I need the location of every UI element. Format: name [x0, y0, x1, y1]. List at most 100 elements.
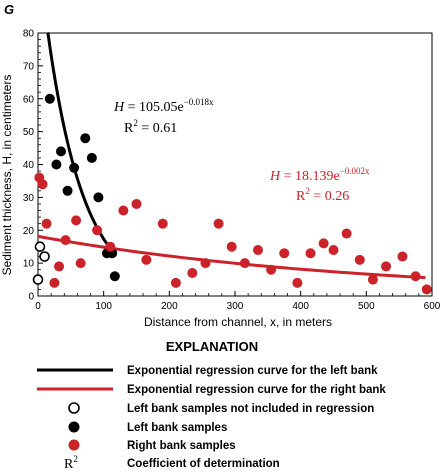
right-bank-point: [49, 277, 60, 288]
y-tick-label: 40: [23, 160, 35, 171]
right-r2: R2 = 0.26: [296, 186, 349, 204]
left-equation: H = 105.05e−0.018x: [113, 97, 214, 115]
regression-curves: [37, 32, 426, 280]
x-axis-label: Distance from channel, x, in meters: [144, 315, 332, 329]
plot-frame: [37, 32, 433, 297]
right-bank-point: [226, 241, 237, 252]
left-eq-exp: −0.018x: [184, 97, 214, 107]
legend-item-left-curve: Exponential regression curve for the lef…: [127, 365, 378, 377]
right-bank-point: [118, 205, 129, 216]
right-eq-rhs: = 18.139e: [280, 169, 340, 184]
y-tick-label: 10: [23, 259, 35, 270]
right-bank-point: [239, 258, 250, 269]
right-r2-value: = 0.26: [310, 189, 349, 204]
right-bank-point: [213, 218, 224, 229]
left-bank-point: [86, 152, 97, 163]
x-tick-label: 100: [95, 301, 112, 312]
left-bank-regression-curve: [46, 32, 117, 256]
legend-item-left-samples: Left bank samples: [127, 422, 227, 434]
right-bank-point: [421, 284, 432, 295]
right-bank-point: [141, 254, 152, 265]
right-bank-point: [131, 198, 142, 209]
left-r2: R2 = 0.61: [124, 118, 177, 136]
legend-r2-letter: R: [64, 457, 74, 472]
left-bank-point: [44, 93, 55, 104]
right-bank-point: [54, 261, 65, 272]
y-tick-label: 60: [23, 94, 35, 105]
right-bank-point: [75, 258, 86, 269]
right-bank-point: [37, 179, 48, 190]
right-bank-point: [71, 215, 82, 226]
left-r2-sup: 2: [133, 118, 138, 128]
left-bank-point: [51, 159, 62, 170]
right-eq-lhs: H: [269, 169, 281, 184]
y-tick-label: 80: [23, 29, 35, 40]
legend-swatch-left-point: [68, 421, 80, 433]
left-bank-point: [80, 133, 91, 144]
legend-r2-symbol: R2: [64, 454, 78, 472]
right-bank-point: [279, 248, 290, 259]
right-bank-point: [305, 248, 316, 259]
legend-r2-sup: 2: [73, 454, 78, 464]
plot-axes: 0 100 200 300 400 500 600 0 10 20 30 40 50 60 70 80: [23, 29, 441, 313]
x-tick-label: 500: [358, 301, 375, 312]
x-tick-label: 200: [161, 301, 178, 312]
right-bank-point: [354, 254, 365, 265]
left-bank-point: [109, 271, 120, 282]
legend-item-right-samples: Right bank samples: [127, 440, 236, 452]
right-equation: H = 18.139e−0.002x: [269, 166, 370, 184]
legend-title: EXPLANATION: [166, 339, 258, 354]
y-tick-label: 20: [23, 226, 35, 237]
right-bank-point: [410, 271, 421, 282]
right-r2-sup: 2: [305, 186, 310, 196]
y-tick-label: 0: [28, 292, 34, 303]
y-tick-label: 30: [23, 193, 35, 204]
x-tick-label: 400: [292, 301, 309, 312]
right-bank-point: [157, 218, 168, 229]
right-bank-point: [170, 277, 181, 288]
legend-item-r2: Coefficient of determination: [127, 458, 280, 470]
left-eq-rhs: = 105.05e: [124, 100, 184, 115]
right-bank-point: [266, 264, 277, 275]
x-tick-label: 300: [227, 301, 244, 312]
right-bank-point: [41, 218, 52, 229]
left-bank-point: [55, 146, 66, 157]
right-bank-regression-curve: [37, 234, 426, 280]
right-bank-point: [252, 244, 263, 255]
excluded-left-bank-point: [34, 241, 46, 252]
right-bank-point: [92, 225, 103, 236]
left-bank-point: [93, 192, 104, 203]
excluded-left-bank-point: [32, 274, 44, 285]
legend: EXPLANATION Exponential regression curve…: [37, 339, 386, 472]
legend-swatch-open-circle: [68, 402, 80, 414]
data-points: [32, 93, 432, 295]
legend-item-excluded: Left bank samples not included in regres…: [127, 403, 374, 415]
left-r2-prefix: R: [124, 121, 134, 136]
right-bank-point: [341, 228, 352, 239]
legend-item-right-curve: Exponential regression curve for the rig…: [127, 384, 386, 396]
left-eq-lhs: H: [113, 100, 125, 115]
right-bank-point: [367, 274, 378, 285]
right-r2-prefix: R: [296, 189, 306, 204]
right-bank-point: [292, 277, 303, 288]
y-tick-label: 70: [23, 61, 35, 72]
excluded-left-bank-point: [39, 251, 50, 262]
left-r2-value: = 0.61: [138, 121, 177, 136]
right-bank-point: [381, 261, 392, 272]
left-bank-point: [69, 162, 80, 173]
right-bank-point: [60, 235, 71, 246]
x-tick-label: 0: [35, 301, 41, 312]
right-bank-point: [318, 238, 329, 249]
right-bank-point: [397, 251, 408, 262]
right-bank-point: [105, 241, 116, 252]
panel-label: G: [4, 2, 14, 17]
y-tick-label: 50: [23, 127, 35, 138]
legend-swatch-right-point: [68, 439, 80, 451]
left-bank-point: [62, 185, 73, 196]
right-bank-point: [200, 258, 211, 269]
x-tick-label: 600: [424, 301, 441, 312]
right-bank-point: [187, 267, 198, 278]
right-eq-exp: −0.002x: [340, 166, 370, 176]
y-axis-label: Sediment thickness, H, in centimeters: [0, 75, 14, 276]
